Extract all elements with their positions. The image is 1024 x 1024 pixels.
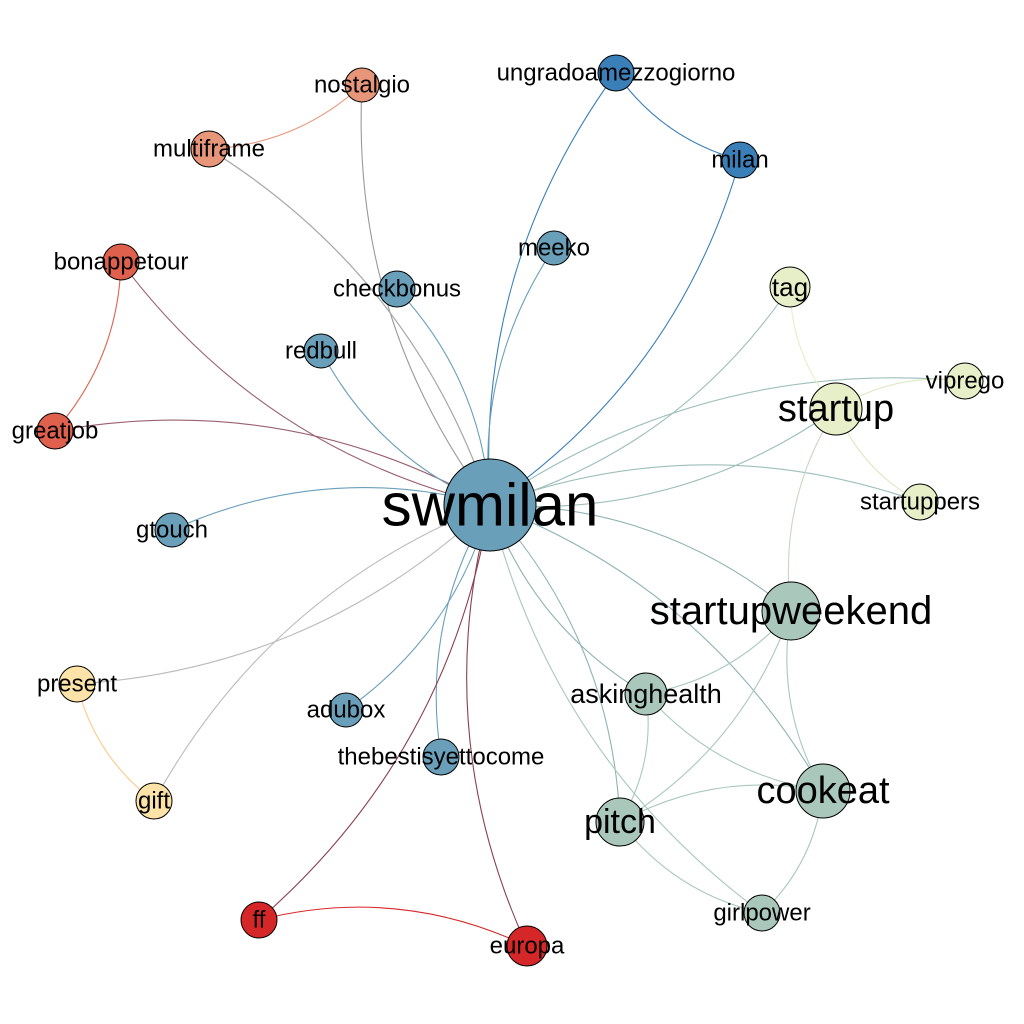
node <box>58 665 96 703</box>
node <box>595 797 645 847</box>
edge <box>258 906 528 947</box>
node <box>795 763 851 819</box>
nodes <box>36 54 984 967</box>
edge <box>208 84 363 150</box>
node-label: ungradoamezzogiorno <box>497 60 736 87</box>
node <box>378 270 416 308</box>
node-label: startup <box>778 388 894 430</box>
node-label: redbull <box>285 338 357 365</box>
node <box>901 483 939 521</box>
node <box>328 692 364 728</box>
node-label: present <box>37 671 117 698</box>
edge <box>488 72 617 506</box>
node <box>769 266 811 308</box>
node-label: milan <box>711 147 768 174</box>
edge <box>76 504 491 685</box>
node-label: gift <box>138 788 170 815</box>
edge <box>208 148 491 506</box>
node-label: nostalgio <box>314 72 410 99</box>
edge <box>619 610 792 823</box>
edge <box>54 261 122 432</box>
edge <box>489 159 741 506</box>
node-label: meeko <box>518 235 590 262</box>
node <box>422 738 460 776</box>
node <box>597 54 635 92</box>
node-label: adubox <box>307 697 386 724</box>
node <box>761 581 821 641</box>
edge <box>120 261 491 506</box>
edge <box>489 377 966 506</box>
node-label: startupweekend <box>650 589 932 633</box>
node-label: swmilan <box>382 472 599 539</box>
edge <box>466 504 528 947</box>
node-label: viprego <box>926 368 1005 395</box>
node-label: askinghealth <box>570 679 722 709</box>
edge <box>360 84 491 506</box>
node <box>303 333 339 369</box>
node-label: cookeat <box>756 770 890 812</box>
node <box>624 672 668 716</box>
node-label: girlpower <box>713 900 810 927</box>
edge <box>54 419 491 506</box>
node <box>344 67 380 103</box>
edge <box>208 148 491 506</box>
node <box>36 412 74 450</box>
edge <box>489 464 921 506</box>
node-label: ff <box>253 907 266 934</box>
node <box>190 130 228 168</box>
node <box>721 141 759 179</box>
node-label: bonappetour <box>54 249 189 276</box>
node <box>443 458 537 552</box>
node-label: startuppers <box>860 489 980 516</box>
node-label: tag <box>772 272 808 302</box>
node-label: europa <box>490 933 565 960</box>
node <box>536 230 572 266</box>
labels: swmilan nostalgio multiframe ungradoamezzog… <box>12 60 1005 960</box>
node-label: checkbonus <box>333 276 461 303</box>
node <box>154 512 190 548</box>
node <box>809 382 863 436</box>
node-label: thebestisyettocome <box>338 744 545 771</box>
node <box>743 894 781 932</box>
node <box>102 243 140 281</box>
node <box>946 362 984 400</box>
edge <box>489 504 763 914</box>
edge <box>489 504 824 792</box>
node <box>506 925 548 967</box>
node-label: multiframe <box>153 136 265 163</box>
edge <box>76 683 155 802</box>
edge <box>153 504 491 802</box>
node <box>135 782 173 820</box>
edge <box>787 408 837 612</box>
node-label: pitch <box>584 803 656 841</box>
edge <box>489 408 837 508</box>
node <box>240 901 278 939</box>
edge <box>489 286 791 506</box>
node-label: gtouch <box>136 517 208 544</box>
edge <box>489 504 621 823</box>
node-label: greatjob <box>12 418 99 445</box>
